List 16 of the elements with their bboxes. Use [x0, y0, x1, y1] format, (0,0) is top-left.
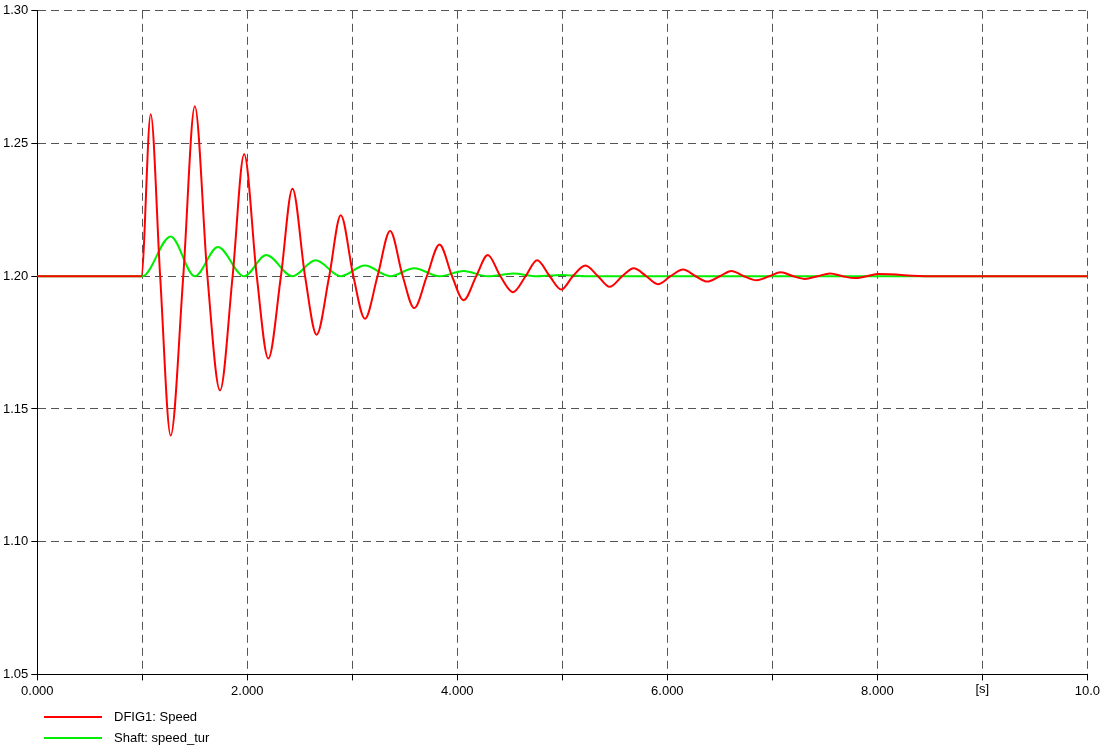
x-tick-label: 2.000 [231, 682, 264, 698]
y-tick-label: 1.20 [2, 267, 29, 283]
x-tick-label: 0.000 [21, 682, 54, 698]
y-tick-label: 1.15 [2, 400, 29, 416]
x-tick-label: 4.000 [441, 682, 474, 698]
y-tick-label: 1.25 [2, 135, 29, 151]
y-tick-label: 1.30 [2, 2, 29, 18]
legend-label: DFIG1: Speed [114, 709, 198, 724]
x-tick-label: 10.0 [1074, 682, 1101, 698]
x-tick-label: 8.000 [861, 682, 894, 698]
legend-label: Shaft: speed_tur [114, 730, 210, 745]
line-series [37, 105, 1088, 437]
y-tick-label: 1.05 [2, 665, 29, 681]
x-axis-title: [s] [975, 681, 990, 697]
x-tick-label: 6.000 [651, 682, 684, 698]
y-tick-label: 1.10 [2, 533, 29, 549]
